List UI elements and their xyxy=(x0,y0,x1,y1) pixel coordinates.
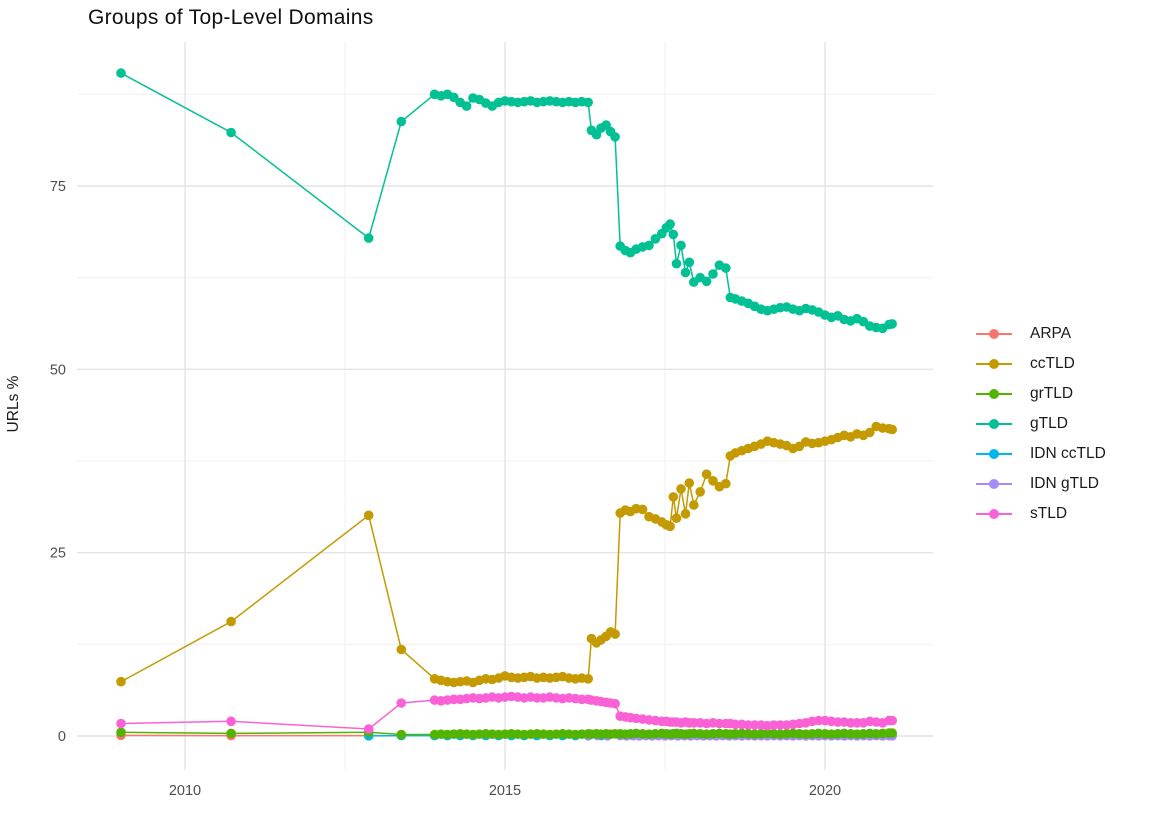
data-point xyxy=(644,240,654,251)
legend-item-idn-gtld: IDN gTLD xyxy=(976,469,1106,499)
series-points-gtld xyxy=(116,68,897,334)
legend-key-icon xyxy=(976,448,1012,460)
series-points-cctld xyxy=(116,421,897,688)
data-point xyxy=(610,698,620,709)
legend-key-icon xyxy=(976,508,1012,520)
legend-item-idn-cctld: IDN ccTLD xyxy=(976,439,1106,469)
legend-label: gTLD xyxy=(1030,415,1068,432)
legend-item-stld: sTLD xyxy=(976,499,1106,529)
data-point xyxy=(226,127,236,138)
data-point xyxy=(668,229,679,240)
data-point xyxy=(887,424,897,435)
legend-label: ccTLD xyxy=(1030,355,1075,372)
data-point xyxy=(887,319,897,329)
data-point xyxy=(116,727,126,738)
data-point xyxy=(708,476,718,486)
chart-title: Groups of Top-Level Domains xyxy=(88,6,374,29)
data-point xyxy=(701,276,712,287)
data-point xyxy=(671,513,682,523)
y-tick-label: 50 xyxy=(50,362,66,378)
data-point xyxy=(396,729,407,740)
data-point xyxy=(680,267,691,278)
legend-item-gtld: gTLD xyxy=(976,409,1106,439)
data-point xyxy=(116,68,126,78)
data-point xyxy=(637,504,648,515)
data-point xyxy=(701,469,712,480)
data-point xyxy=(363,510,374,521)
data-point xyxy=(116,718,126,729)
data-point xyxy=(396,116,407,127)
data-point xyxy=(676,484,686,494)
legend-key-icon xyxy=(976,478,1012,490)
data-point xyxy=(650,234,661,244)
data-point xyxy=(865,427,875,438)
y-tick-label: 75 xyxy=(50,179,66,195)
data-point xyxy=(680,509,691,519)
data-point xyxy=(665,219,675,229)
data-point xyxy=(583,674,593,684)
legend-label: IDN gTLD xyxy=(1030,475,1099,492)
legend: ARPA ccTLD grTLD gTLD IDN ccTLD IDN gTLD sTLD xyxy=(976,319,1106,529)
x-tick-label: 2020 xyxy=(809,783,841,799)
data-point xyxy=(695,487,705,497)
data-point xyxy=(668,492,679,502)
x-tick-label: 2010 xyxy=(169,783,201,799)
y-tick-label: 0 xyxy=(58,729,66,745)
legend-key-icon xyxy=(976,418,1012,430)
data-point xyxy=(887,715,897,726)
data-point xyxy=(708,269,718,279)
legend-key-icon xyxy=(976,328,1012,340)
data-point xyxy=(689,500,699,510)
data-point xyxy=(721,263,731,273)
data-point xyxy=(396,698,407,708)
legend-label: ARPA xyxy=(1030,325,1072,342)
legend-item-grtld: grTLD xyxy=(976,379,1106,409)
data-point xyxy=(363,233,374,243)
legend-label: sTLD xyxy=(1030,505,1068,522)
data-point xyxy=(226,716,236,727)
data-point xyxy=(226,728,236,739)
series-points-stld xyxy=(116,691,897,734)
data-point xyxy=(671,258,682,269)
data-point xyxy=(665,521,675,532)
series-points-grtld xyxy=(116,727,897,740)
y-tick-label: 25 xyxy=(50,546,66,562)
data-point xyxy=(449,92,459,103)
data-point xyxy=(610,629,620,639)
legend-item-cctld: ccTLD xyxy=(976,349,1106,379)
data-point xyxy=(684,257,695,268)
data-point xyxy=(721,478,731,489)
data-point xyxy=(610,132,620,142)
data-point xyxy=(363,724,374,734)
series-line-gtld xyxy=(120,72,893,330)
x-tick-label: 2015 xyxy=(489,783,521,799)
data-point xyxy=(116,676,126,687)
data-point xyxy=(583,97,593,108)
data-point xyxy=(684,478,695,488)
data-point xyxy=(676,240,686,251)
legend-label: grTLD xyxy=(1030,385,1074,402)
legend-key-icon xyxy=(976,388,1012,400)
data-point xyxy=(461,101,472,111)
legend-label: IDN ccTLD xyxy=(1030,445,1106,462)
data-point xyxy=(226,616,236,627)
data-point xyxy=(396,644,407,655)
legend-key-icon xyxy=(976,358,1012,370)
legend-item-arpa: ARPA xyxy=(976,319,1106,349)
data-point xyxy=(887,728,897,738)
